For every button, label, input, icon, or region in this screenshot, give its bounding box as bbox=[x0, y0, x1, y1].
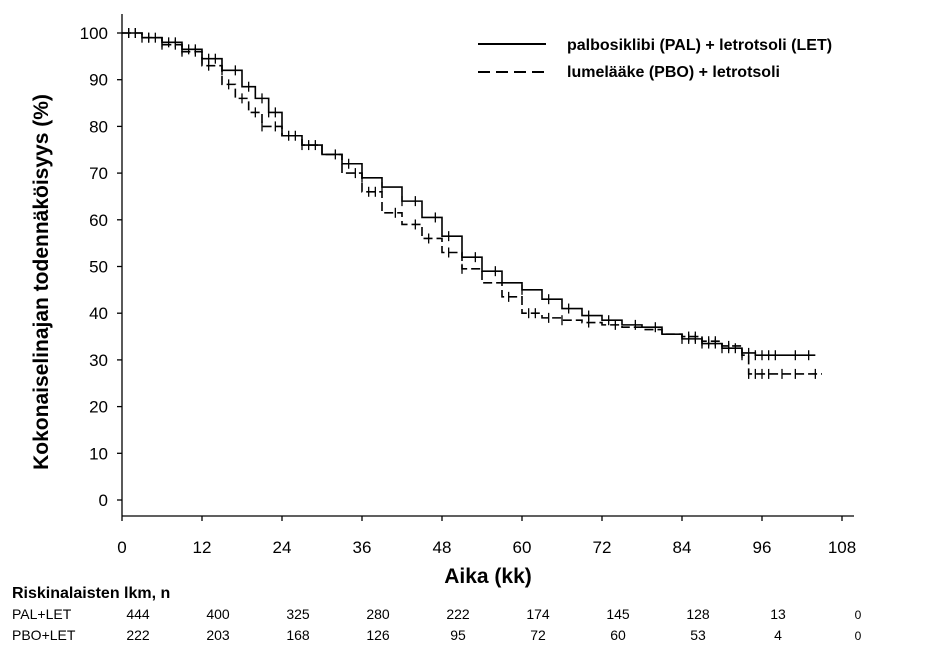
y-tick-label: 60 bbox=[89, 211, 108, 230]
series-layer bbox=[122, 28, 822, 379]
risk-cell: 72 bbox=[530, 627, 546, 643]
risk-cell: 0 bbox=[855, 629, 862, 643]
y-tick-label: 80 bbox=[89, 117, 108, 136]
risk-row-label-pbo-let: PBO+LET bbox=[12, 627, 76, 643]
risk-cell: 325 bbox=[286, 606, 310, 622]
x-tick-label: 60 bbox=[513, 538, 532, 557]
axes: 0 12 24 36 48 60 72 84 96 108 0 10 20 30 40 50 60 70 80 90… bbox=[30, 14, 856, 588]
risk-cell: 168 bbox=[286, 627, 310, 643]
x-tick-label: 12 bbox=[193, 538, 212, 557]
y-tick-label: 0 bbox=[99, 491, 108, 510]
series-pbo-let bbox=[122, 28, 822, 379]
risk-cells: 444 400 325 280 222 174 145 128 13 0 222 203 168 126 9… bbox=[126, 606, 861, 643]
risk-cell: 444 bbox=[126, 606, 150, 622]
risk-cell: 222 bbox=[446, 606, 470, 622]
risk-row-label-pal-let: PAL+LET bbox=[12, 606, 72, 622]
x-tick-label: 72 bbox=[593, 538, 612, 557]
x-tick-label: 24 bbox=[273, 538, 292, 557]
x-tick-label: 84 bbox=[673, 538, 692, 557]
risk-cell: 145 bbox=[606, 606, 630, 622]
risk-cell: 126 bbox=[366, 627, 390, 643]
risk-cell: 222 bbox=[126, 627, 150, 643]
y-ticks: 0 10 20 30 40 50 60 70 80 90 100 bbox=[80, 24, 122, 510]
survival-curve bbox=[122, 32, 822, 375]
risk-cell: 400 bbox=[206, 606, 230, 622]
risk-cell: 128 bbox=[686, 606, 710, 622]
risk-cell: 0 bbox=[855, 608, 862, 622]
x-ticks: 0 12 24 36 48 60 72 84 96 108 bbox=[117, 516, 856, 557]
survival-curve bbox=[122, 32, 816, 357]
y-tick-label: 10 bbox=[89, 444, 108, 463]
x-tick-label: 36 bbox=[353, 538, 372, 557]
y-tick-label: 30 bbox=[89, 351, 108, 370]
x-tick-label: 0 bbox=[117, 538, 126, 557]
risk-cell: 95 bbox=[450, 627, 466, 643]
risk-cell: 174 bbox=[526, 606, 550, 622]
x-tick-label: 108 bbox=[828, 538, 856, 557]
risk-cell: 4 bbox=[774, 627, 782, 643]
risk-cell: 280 bbox=[366, 606, 390, 622]
legend: palbosiklibi (PAL) + letrotsoli (LET) lu… bbox=[478, 37, 832, 81]
y-tick-label: 40 bbox=[89, 304, 108, 323]
legend-label-pal-let: palbosiklibi (PAL) + letrotsoli (LET) bbox=[567, 37, 832, 54]
y-tick-label: 100 bbox=[80, 24, 108, 43]
y-tick-label: 20 bbox=[89, 398, 108, 417]
y-tick-label: 50 bbox=[89, 258, 108, 277]
y-axis-title: Kokonaiselinajan todennäköisyys (%) bbox=[30, 94, 53, 470]
x-tick-label: 96 bbox=[753, 538, 772, 557]
x-tick-label: 48 bbox=[433, 538, 452, 557]
risk-cell: 53 bbox=[690, 627, 706, 643]
risk-cell: 13 bbox=[770, 606, 786, 622]
x-axis-title: Aika (kk) bbox=[444, 565, 532, 588]
risk-table: Riskinalaisten lkm, n PAL+LET PBO+LET 44… bbox=[12, 585, 862, 643]
legend-label-pbo-let: lumelääke (PBO) + letrotsoli bbox=[567, 64, 780, 81]
risk-cell: 60 bbox=[610, 627, 626, 643]
risk-cell: 203 bbox=[206, 627, 230, 643]
risk-table-title: Riskinalaisten lkm, n bbox=[12, 585, 170, 602]
y-tick-label: 90 bbox=[89, 71, 108, 90]
y-tick-label: 70 bbox=[89, 164, 108, 183]
